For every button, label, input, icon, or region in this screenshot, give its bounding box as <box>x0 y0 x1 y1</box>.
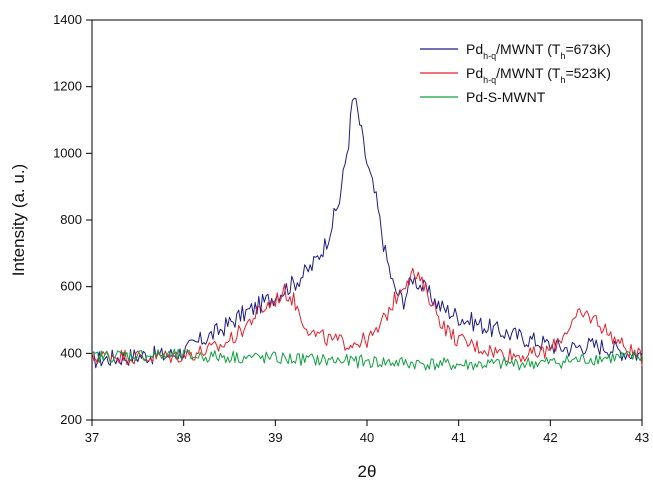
x-tick-label: 39 <box>268 430 282 445</box>
y-axis: 200 400 600 800 1000 1200 1400 <box>53 12 92 427</box>
x-tick-label: 41 <box>451 430 465 445</box>
x-tick-label: 38 <box>176 430 190 445</box>
series-layer <box>91 97 643 371</box>
x-tick-label: 43 <box>635 430 649 445</box>
x-tick-label: 40 <box>360 430 374 445</box>
y-tick-label: 1200 <box>53 79 82 94</box>
legend-entry: Pdh-q/MWNT (Th=673K) <box>466 41 611 61</box>
y-tick-label: 400 <box>60 345 82 360</box>
y-axis-label: Intensity (a. u.) <box>9 164 28 276</box>
series-line <box>91 348 643 371</box>
y-tick-label: 1000 <box>53 145 82 160</box>
x-tick-label: 37 <box>85 430 99 445</box>
y-tick-label: 1400 <box>53 12 82 27</box>
legend-entry: Pdh-q/MWNT (Th=523K) <box>466 65 611 85</box>
x-axis: 37 38 39 40 41 42 43 <box>85 420 649 445</box>
legend: Pdh-q/MWNT (Th=673K) Pdh-q/MWNT (Th=523K)… <box>420 41 611 105</box>
x-axis-label: 2θ <box>358 462 377 481</box>
y-tick-label: 600 <box>60 279 82 294</box>
series-line <box>91 267 643 366</box>
x-tick-label: 42 <box>543 430 557 445</box>
legend-entry: Pd-S-MWNT <box>466 89 546 105</box>
y-tick-label: 200 <box>60 412 82 427</box>
series-line <box>91 97 643 369</box>
y-tick-label: 800 <box>60 212 82 227</box>
